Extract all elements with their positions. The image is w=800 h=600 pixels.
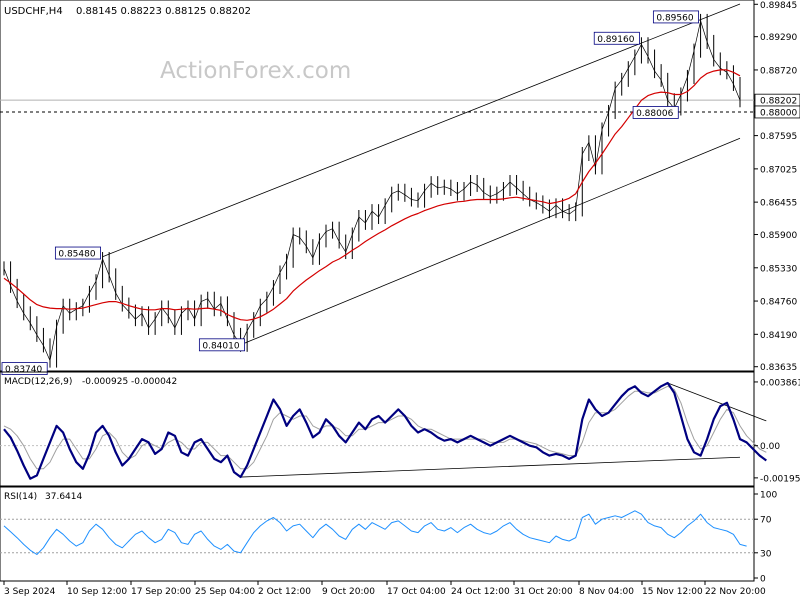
rsi-readout: 37.6414 <box>45 492 82 502</box>
price-tick-label: 0.87595 <box>760 132 797 142</box>
price-plot: 0.85480 0.83740 0.84010 0.89160 0.88006 0.895… <box>0 3 754 375</box>
price-tick-label: 0.89845 <box>760 1 797 11</box>
annotation-label: 0.85480 <box>58 250 95 260</box>
watermark: ActionForex.com <box>160 58 351 84</box>
macd-panel: MACD(12,26,9) -0.000925 -0.000042 0.0038… <box>0 371 800 487</box>
macd-title: MACD(12,26,9) <box>4 377 72 387</box>
time-tick-label: 17 Oct 04:00 <box>387 587 446 597</box>
time-tick-label: 10 Sep 12:00 <box>67 587 127 597</box>
level-price-box <box>754 105 800 119</box>
annotation-label: 0.84010 <box>202 341 239 351</box>
time-tick-label: 15 Nov 12:00 <box>642 587 703 597</box>
macd-tick-label: -0.00195 <box>760 474 800 484</box>
rsi-tick-label: 30 <box>760 549 772 559</box>
time-tick-label: 31 Oct 20:00 <box>514 587 573 597</box>
annotation-box <box>54 246 101 260</box>
level-price-label: 0.88000 <box>760 108 797 118</box>
price-tick-label: 0.84760 <box>760 298 797 308</box>
rsi-axis: 100 70 30 0 <box>754 491 777 585</box>
time-tick-label: 22 Nov 20:00 <box>705 587 766 597</box>
price-tick-label: 0.89290 <box>760 33 797 43</box>
rsi-tick-label: 70 <box>760 516 772 526</box>
rsi-line <box>3 510 747 555</box>
price-panel: ActionForex.com USDCHF,H4 0.88145 0.8822… <box>0 0 800 375</box>
annotation-box <box>198 338 245 352</box>
macd-tick-label: 0.00 <box>760 442 780 452</box>
macd-main-line <box>3 381 767 480</box>
macd-readout: -0.000925 -0.000042 <box>82 377 177 387</box>
price-tick-label: 0.83635 <box>760 363 797 373</box>
price-tick-label: 0.85330 <box>760 264 797 274</box>
time-tick-label: 8 Nov 04:00 <box>579 587 634 597</box>
price-title: USDCHF,H4 <box>4 6 63 17</box>
macd-lower-trendline <box>240 456 741 478</box>
price-line <box>3 20 741 361</box>
price-tick-label: 0.87025 <box>760 165 797 175</box>
channel-upper-line <box>102 3 741 258</box>
time-tick-label: 2 Oct 12:00 <box>258 587 311 597</box>
price-tick-label: 0.86455 <box>760 199 797 209</box>
time-tick-label: 17 Sep 20:00 <box>131 587 191 597</box>
annotation-box <box>652 10 699 24</box>
time-axis: 3 Sep 2024 10 Sep 12:00 17 Sep 20:00 25 Sep… <box>3 581 766 597</box>
price-title-block: USDCHF,H4 0.88145 0.88223 0.88125 0.8820… <box>4 6 251 17</box>
annotation-box <box>593 31 640 45</box>
rsi-title: RSI(14) <box>4 492 37 502</box>
price-tick-label: 0.88720 <box>760 66 797 76</box>
annotation-label: 0.83740 <box>5 365 42 375</box>
annotation-label: 0.88006 <box>636 109 673 119</box>
macd-panel-frame <box>0 371 755 487</box>
rsi-panel: RSI(14) 37.6414 100 70 30 0 <box>0 486 777 585</box>
macd-upper-trendline <box>667 382 767 422</box>
current-price-label: 0.88202 <box>760 97 797 107</box>
price-ohlc: 0.88145 0.88223 0.88125 0.88202 <box>76 6 251 17</box>
time-tick-label: 9 Oct 20:00 <box>322 587 375 597</box>
annotation-label: 0.89160 <box>597 35 634 45</box>
rsi-tick-label: 100 <box>760 491 777 501</box>
price-tick-label: 0.85900 <box>760 231 797 241</box>
moving-average-line <box>3 69 741 321</box>
rsi-panel-frame <box>0 486 755 582</box>
rsi-plot <box>0 510 754 555</box>
annotation-box <box>632 106 679 119</box>
price-panel-frame <box>0 0 755 372</box>
time-tick-label: 25 Sep 04:00 <box>195 587 255 597</box>
annotation-label: 0.89560 <box>656 13 693 23</box>
macd-tick-label: 0.003861 <box>760 378 800 388</box>
time-tick-label: 3 Sep 2024 <box>4 587 56 597</box>
price-tick-label: 0.84190 <box>760 331 797 341</box>
time-tick-label: 24 Oct 12:00 <box>451 587 510 597</box>
channel-lower-line <box>240 137 741 346</box>
rsi-tick-label: 0 <box>760 575 766 585</box>
macd-plot <box>0 381 767 480</box>
macd-axis: 0.003861 0.00 -0.00195 <box>754 378 800 484</box>
